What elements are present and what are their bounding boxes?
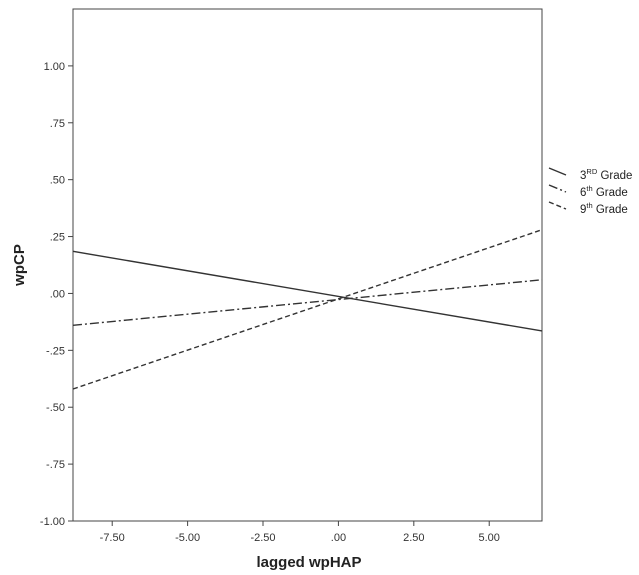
- x-axis: -7.50 -5.00 -2.50 .00 2.50 5.00: [100, 521, 500, 544]
- legend-label: 6th Grade: [580, 184, 628, 199]
- plot-area-frame: [72, 8, 543, 522]
- legend-swatch: [548, 167, 567, 176]
- y-tick-label: .50: [50, 175, 65, 187]
- y-tick-label: -.75: [46, 459, 65, 471]
- y-tick-label: .25: [50, 232, 65, 244]
- x-tick-label: 5.00: [479, 532, 500, 544]
- x-tick-label: -2.50: [250, 532, 275, 544]
- y-tick-label: -.50: [46, 402, 65, 414]
- x-tick-label: -5.00: [175, 532, 200, 544]
- y-axis: 1.00 .75 .50 .25 .00 -.25 -.50 -.75 -1.00: [40, 61, 73, 528]
- y-tick-label: .75: [50, 118, 65, 130]
- y-tick-label: .00: [50, 288, 65, 300]
- legend: 3RD Grade 6th Grade 9th Grade: [548, 167, 632, 216]
- y-tick-label: -1.00: [40, 516, 65, 528]
- x-tick-label: .00: [331, 532, 346, 544]
- y-tick-label: 1.00: [44, 61, 65, 73]
- series-lines: [72, 229, 543, 390]
- legend-swatch: [548, 201, 567, 210]
- x-tick-label: 2.50: [403, 532, 424, 544]
- series-line-1: [72, 250, 543, 332]
- legend-label: 3RD Grade: [580, 167, 632, 182]
- x-tick-label: -7.50: [100, 532, 125, 544]
- x-axis-title: lagged wpHAP: [256, 554, 361, 571]
- legend-label: 9th Grade: [580, 201, 628, 216]
- legend-swatch: [548, 184, 567, 193]
- y-tick-label: -.25: [46, 345, 65, 357]
- series-line-3: [72, 229, 543, 390]
- series-line-2: [72, 279, 543, 326]
- y-axis-title: wpCP: [11, 244, 28, 287]
